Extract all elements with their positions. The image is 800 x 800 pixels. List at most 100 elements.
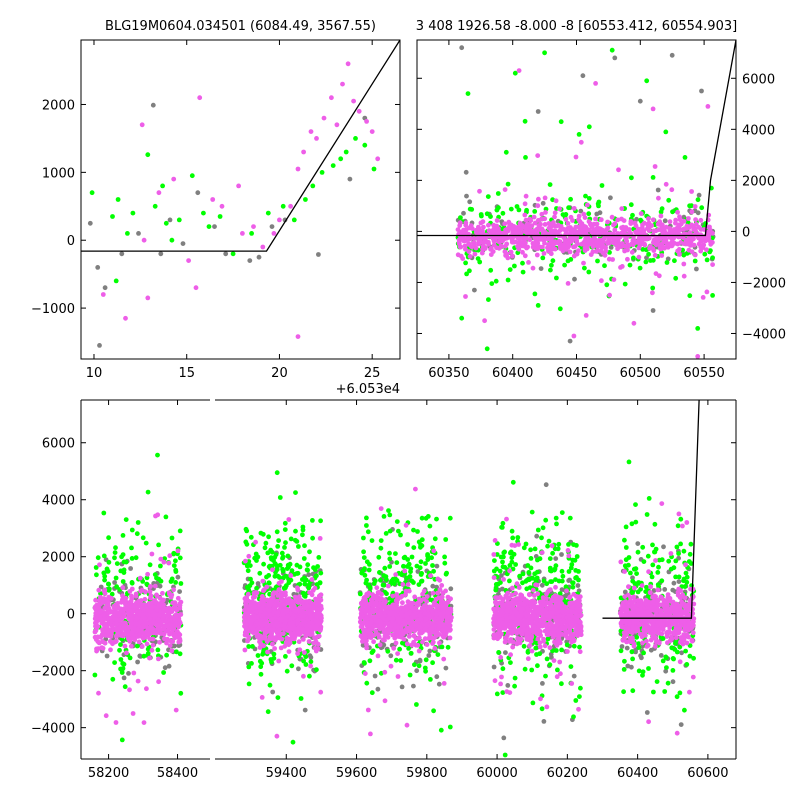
- green-point: [505, 277, 511, 283]
- green-point: [122, 684, 128, 690]
- green-point: [394, 519, 400, 524]
- magenta-point: [477, 188, 482, 194]
- magenta-point: [440, 622, 446, 628]
- green-point: [177, 528, 183, 534]
- green-point: [547, 182, 553, 188]
- magenta-point: [258, 620, 263, 626]
- green-point: [644, 78, 650, 84]
- gray-point: [436, 681, 442, 687]
- magenta-point: [404, 641, 410, 647]
- green-point: [361, 549, 366, 555]
- green-point: [417, 565, 423, 571]
- green-point: [280, 568, 286, 574]
- green-point: [682, 155, 688, 160]
- magenta-point: [466, 241, 471, 247]
- green-point: [163, 514, 169, 520]
- green-point: [640, 247, 646, 252]
- green-point: [249, 231, 255, 236]
- magenta-point: [271, 610, 277, 615]
- green-point: [630, 212, 635, 218]
- magenta-point: [172, 606, 178, 612]
- magenta-point: [390, 615, 396, 621]
- gray-point: [608, 195, 613, 201]
- magenta-point: [286, 517, 292, 522]
- gray-point: [415, 569, 421, 574]
- magenta-point: [535, 246, 540, 252]
- green-point: [267, 682, 273, 688]
- magenta-point: [377, 603, 383, 609]
- magenta-point: [302, 650, 307, 655]
- model-line: [81, 40, 400, 252]
- magenta-point: [274, 630, 280, 636]
- magenta-point: [466, 236, 472, 241]
- green-point: [155, 647, 161, 653]
- green-point: [425, 553, 430, 559]
- magenta-point: [101, 612, 107, 618]
- gray-point: [388, 653, 394, 659]
- magenta-point: [318, 597, 324, 603]
- magenta-point: [270, 592, 276, 597]
- magenta-point: [308, 663, 313, 669]
- green-point: [246, 681, 252, 687]
- magenta-point: [552, 214, 557, 220]
- magenta-point: [428, 627, 434, 632]
- magenta-point: [95, 639, 101, 644]
- magenta-point: [260, 605, 265, 611]
- magenta-point: [292, 634, 298, 639]
- green-point: [110, 676, 116, 682]
- magenta-point: [403, 588, 409, 594]
- green-point: [158, 578, 164, 584]
- magenta-point: [413, 486, 418, 492]
- magenta-point: [138, 598, 144, 603]
- green-point: [393, 657, 399, 663]
- magenta-point: [171, 587, 177, 593]
- magenta-point: [383, 599, 388, 605]
- green-point: [260, 651, 266, 657]
- magenta-point: [318, 689, 324, 695]
- magenta-point: [616, 167, 621, 173]
- magenta-point: [567, 249, 573, 255]
- gray-point: [467, 199, 473, 205]
- magenta-point: [414, 619, 420, 624]
- magenta-point: [584, 237, 590, 243]
- green-point: [704, 257, 710, 263]
- magenta-point: [657, 245, 663, 251]
- magenta-point: [175, 595, 181, 601]
- magenta-point: [287, 624, 293, 630]
- green-point: [262, 545, 268, 551]
- magenta-point: [535, 203, 541, 209]
- green-point: [447, 515, 453, 521]
- magenta-point: [424, 594, 430, 599]
- magenta-point: [312, 635, 317, 641]
- x-tick-label: 10: [86, 366, 103, 381]
- magenta-point: [437, 577, 443, 583]
- green-point: [291, 217, 297, 223]
- magenta-point: [651, 248, 657, 253]
- magenta-point: [358, 615, 363, 621]
- magenta-point: [147, 589, 153, 594]
- green-point: [261, 561, 266, 567]
- magenta-point: [399, 593, 405, 599]
- green-point: [586, 124, 592, 130]
- magenta-point: [393, 640, 399, 646]
- green-point: [554, 275, 559, 281]
- magenta-point: [668, 242, 673, 247]
- green-point: [265, 210, 271, 216]
- magenta-point: [119, 599, 124, 605]
- magenta-point: [642, 242, 648, 248]
- green-point: [121, 661, 127, 667]
- green-point: [414, 702, 419, 707]
- green-point: [163, 220, 169, 226]
- green-point: [586, 211, 592, 217]
- green-point: [118, 642, 123, 647]
- magenta-point: [288, 573, 294, 579]
- green-point: [284, 668, 290, 674]
- gray-point: [164, 597, 170, 603]
- green-point: [305, 562, 311, 568]
- magenta-point: [130, 634, 136, 640]
- gray-point: [634, 216, 639, 222]
- magenta-point: [652, 252, 658, 258]
- green-point: [244, 584, 250, 590]
- magenta-point: [509, 253, 515, 259]
- magenta-point: [173, 621, 179, 626]
